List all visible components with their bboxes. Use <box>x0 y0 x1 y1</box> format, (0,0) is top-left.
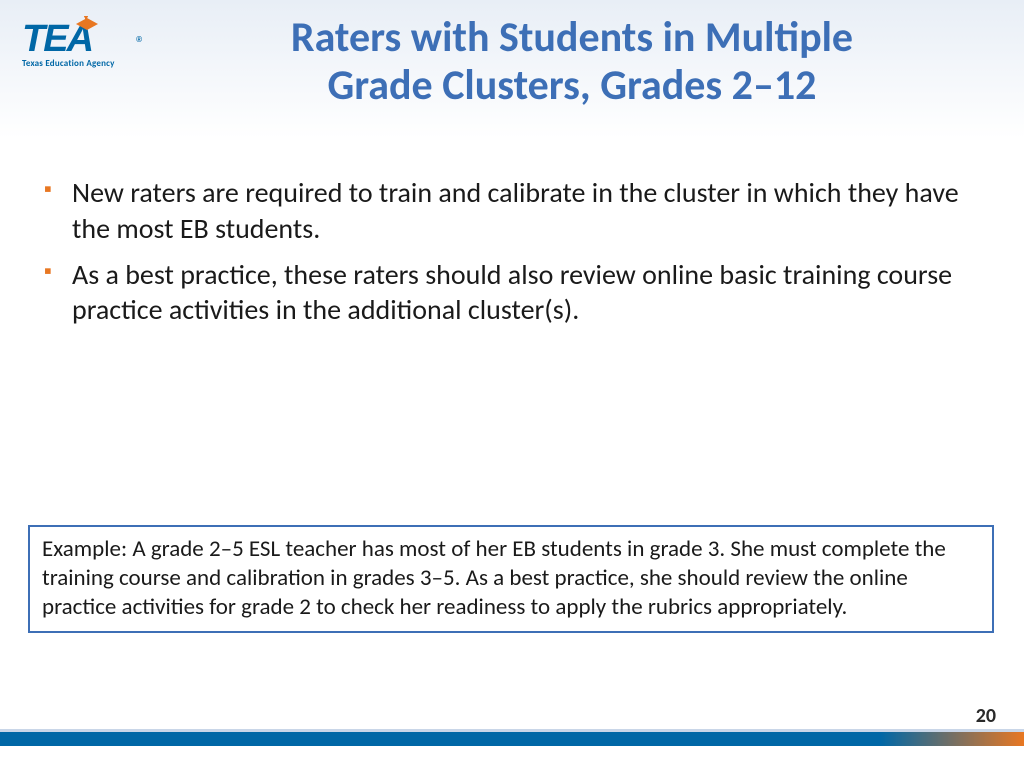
bullet-item: As a best practice, these raters should … <box>42 257 974 329</box>
title-line-1: Raters with Students in Multiple <box>291 12 853 63</box>
slide-title: Raters with Students in Multiple Grade C… <box>150 14 994 111</box>
bullet-list: New raters are required to train and cal… <box>42 175 974 328</box>
footer-accent-bar <box>0 732 1024 746</box>
tea-logo: TEA ® Texas Education Agency <box>22 22 132 69</box>
example-text: Example: A grade 2–5 ESL teacher has mos… <box>42 535 946 621</box>
example-box: Example: A grade 2–5 ESL teacher has mos… <box>28 525 994 633</box>
tea-logo-text: TEA ® <box>22 22 132 56</box>
title-line-2: Grade Clusters, Grades 2–12 <box>328 60 817 111</box>
slide-body: New raters are required to train and cal… <box>42 175 974 338</box>
graduation-cap-icon <box>76 16 98 34</box>
page-number: 20 <box>976 704 996 728</box>
bullet-item: New raters are required to train and cal… <box>42 175 974 247</box>
